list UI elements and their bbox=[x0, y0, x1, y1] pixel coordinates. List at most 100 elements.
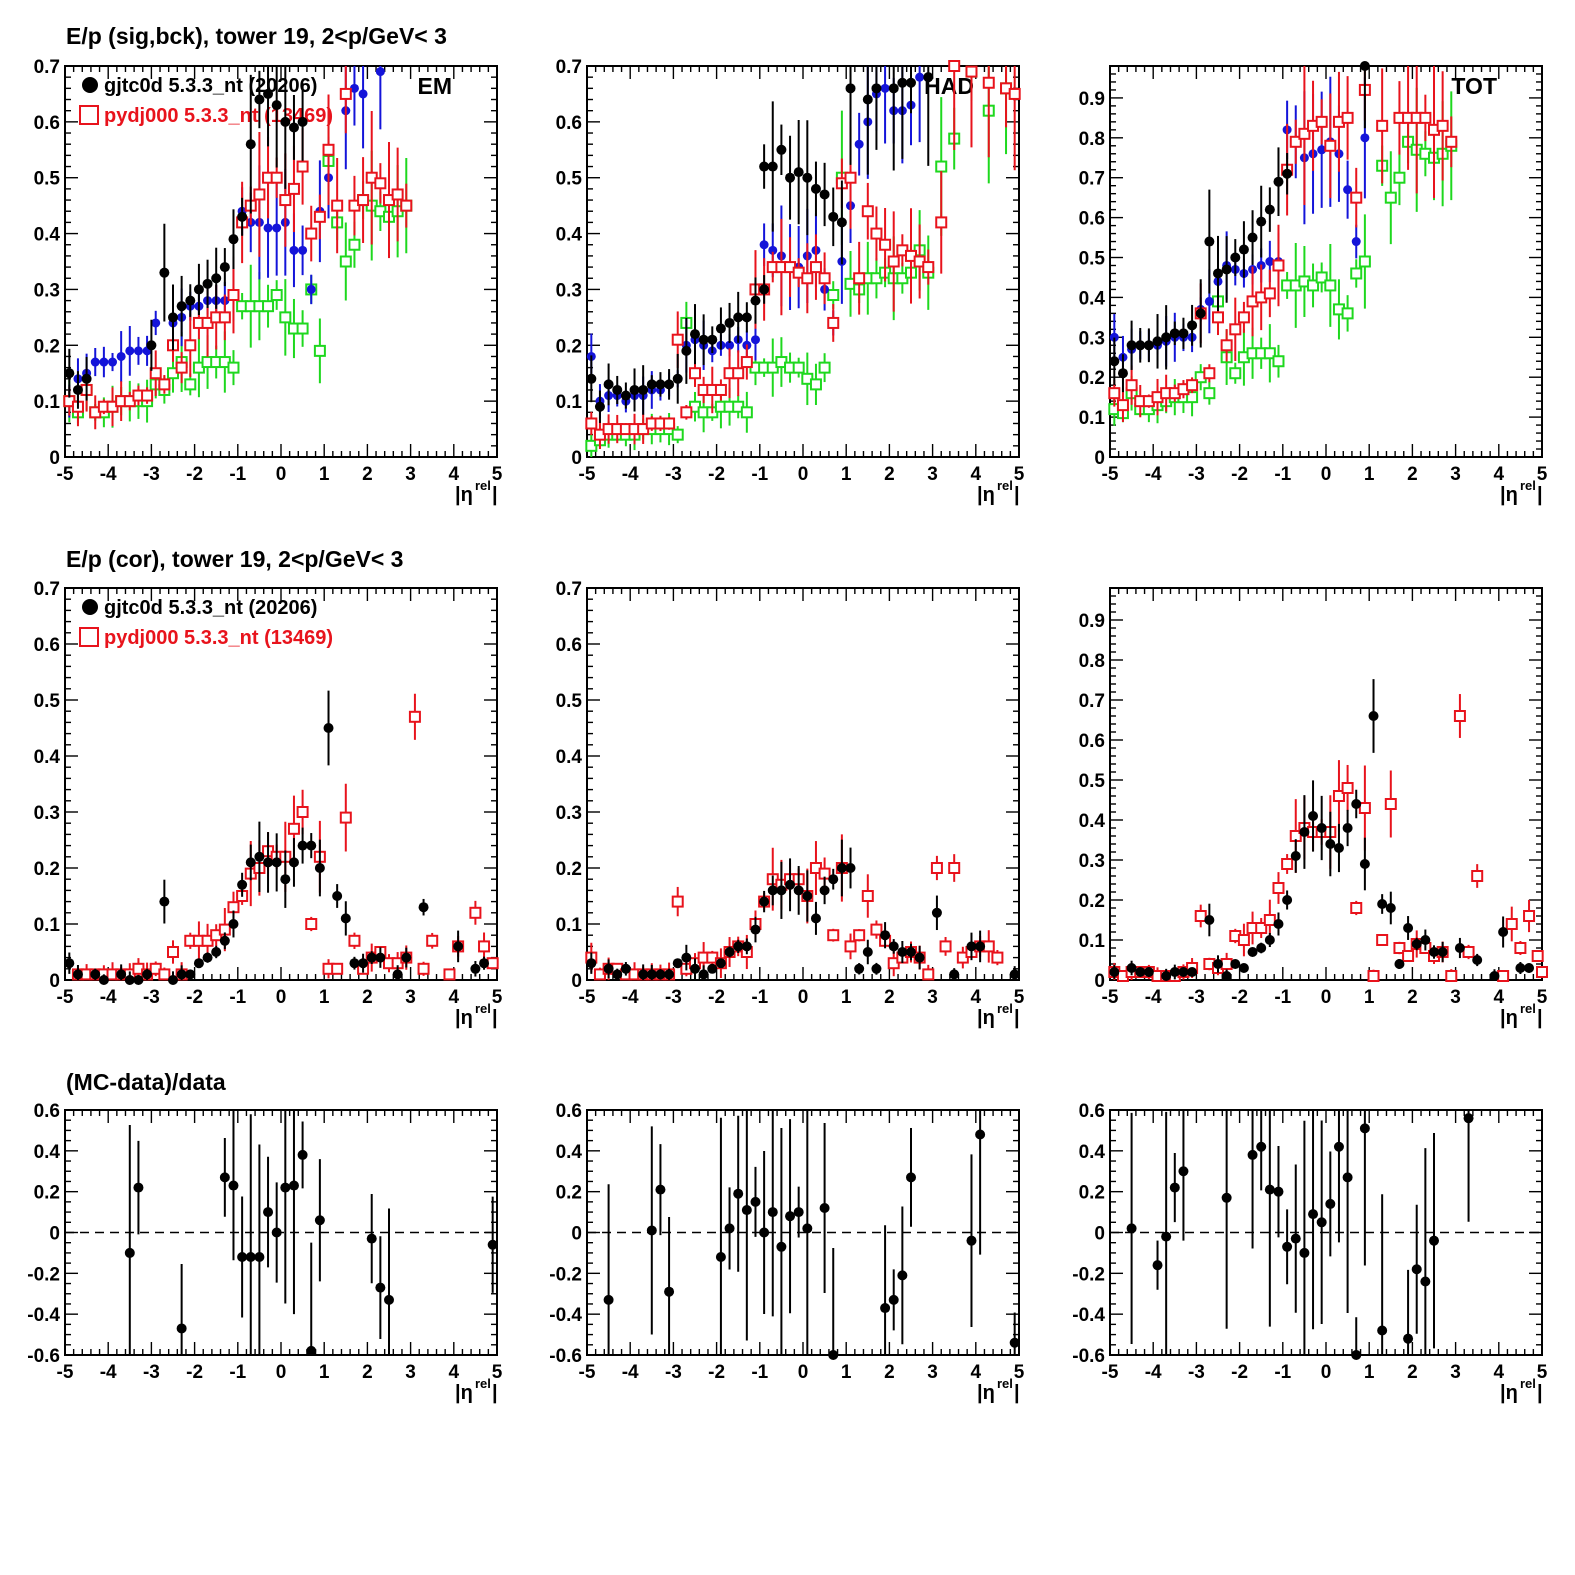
x-tick-label: -4 bbox=[100, 1362, 117, 1383]
data-point bbox=[1290, 851, 1301, 861]
data-point bbox=[332, 891, 343, 901]
x-tick-label: -3 bbox=[665, 987, 682, 1008]
data-point bbox=[671, 428, 684, 441]
data-point bbox=[1315, 271, 1328, 284]
data-point bbox=[819, 1203, 830, 1213]
data-point bbox=[1316, 1217, 1327, 1228]
data-point bbox=[1273, 919, 1284, 929]
x-tick-label: 0 bbox=[1321, 464, 1332, 485]
data-point bbox=[612, 384, 623, 395]
y-tick-label: 0.4 bbox=[34, 225, 61, 246]
data-point bbox=[1411, 939, 1422, 949]
data-point bbox=[776, 1241, 787, 1252]
y-tick-label: -0.2 bbox=[549, 1264, 582, 1285]
data-point bbox=[479, 958, 490, 969]
data-point bbox=[767, 885, 778, 896]
data-point bbox=[1377, 899, 1388, 909]
data-point bbox=[288, 122, 299, 133]
y-tick-label: -0.6 bbox=[549, 1346, 582, 1367]
y-tick-label: -0.4 bbox=[27, 1305, 60, 1326]
data-point bbox=[124, 975, 135, 985]
data-point bbox=[159, 896, 170, 907]
series-data bbox=[1109, 679, 1535, 981]
data-point bbox=[844, 171, 857, 184]
data-point bbox=[931, 907, 942, 918]
x-tick-label: 2 bbox=[884, 987, 895, 1008]
data-point bbox=[965, 65, 978, 78]
data-point bbox=[1264, 935, 1275, 945]
data-point bbox=[715, 958, 726, 969]
x-tick-label: 1 bbox=[841, 987, 852, 1008]
y-tick-label: 0.7 bbox=[34, 579, 60, 600]
data-point bbox=[331, 199, 344, 212]
x-tick-label: 5 bbox=[492, 987, 503, 1008]
data-point bbox=[237, 879, 248, 890]
data-point bbox=[750, 295, 761, 306]
data-point bbox=[733, 1188, 744, 1199]
y-tick-label: 0.5 bbox=[34, 169, 61, 190]
data-point bbox=[1238, 244, 1249, 255]
data-point bbox=[339, 811, 352, 824]
data-point bbox=[1169, 328, 1180, 339]
data-point bbox=[759, 161, 770, 172]
data-point bbox=[671, 333, 684, 346]
data-point bbox=[853, 272, 866, 285]
data-point bbox=[1299, 827, 1310, 837]
data-point bbox=[1350, 191, 1363, 204]
x-tick-label: 3 bbox=[1450, 987, 1461, 1008]
x-tick-label: 1 bbox=[841, 464, 852, 485]
x-axis-label-sup: rel bbox=[1520, 478, 1536, 493]
data-point bbox=[1403, 923, 1414, 933]
data-point bbox=[1411, 1264, 1422, 1275]
y-tick-label: 0.8 bbox=[1079, 129, 1105, 150]
x-axis-label: |η bbox=[1500, 484, 1518, 506]
x-axis-label-close: | bbox=[1537, 1007, 1543, 1029]
data-point bbox=[707, 334, 718, 345]
y-tick-label: 0 bbox=[571, 448, 582, 469]
data-point bbox=[887, 255, 900, 268]
data-point bbox=[375, 67, 385, 77]
data-point bbox=[1263, 347, 1276, 360]
data-point bbox=[1350, 267, 1363, 280]
x-tick-label: 2 bbox=[362, 464, 373, 485]
data-point bbox=[116, 351, 126, 361]
data-point bbox=[810, 913, 821, 924]
panel-mid-tot: -5 -4 -3 -2 -1 0 1 2 3 4 5 0 0.1 0.2 0.3 0.4 0.5 0.6 0.7 0.… bbox=[1079, 587, 1548, 1029]
data-point bbox=[792, 361, 805, 374]
data-point bbox=[1343, 185, 1353, 195]
data-point bbox=[785, 879, 796, 890]
data-point bbox=[1341, 111, 1354, 124]
data-point bbox=[906, 947, 916, 957]
data-point bbox=[854, 139, 864, 149]
data-point bbox=[349, 958, 360, 969]
data-point bbox=[400, 199, 413, 212]
x-tick-label: 1 bbox=[1364, 464, 1375, 485]
data-point bbox=[1204, 915, 1215, 925]
data-point bbox=[227, 289, 240, 302]
data-point bbox=[296, 160, 309, 173]
data-point bbox=[862, 947, 873, 957]
data-point bbox=[1109, 332, 1119, 342]
y-tick-label: -0.6 bbox=[27, 1346, 60, 1367]
x-tick-label: -3 bbox=[1188, 1362, 1205, 1383]
data-point bbox=[681, 345, 692, 356]
data-point bbox=[1463, 1113, 1474, 1124]
data-point bbox=[1273, 1186, 1284, 1197]
x-tick-label: -2 bbox=[708, 464, 725, 485]
data-point bbox=[1351, 237, 1361, 247]
data-point bbox=[322, 143, 335, 156]
data-point bbox=[254, 851, 265, 862]
data-point bbox=[1308, 811, 1319, 821]
data-point bbox=[272, 223, 282, 233]
data-point bbox=[655, 379, 666, 390]
y-tick-label: 0.2 bbox=[34, 1183, 60, 1204]
data-point bbox=[108, 357, 118, 367]
x-tick-label: -5 bbox=[1102, 464, 1119, 485]
data-point bbox=[1229, 367, 1242, 380]
data-point bbox=[348, 238, 361, 251]
data-point bbox=[227, 361, 240, 374]
data-point bbox=[1316, 823, 1327, 833]
y-tick-label: 0.6 bbox=[556, 635, 582, 656]
data-point bbox=[966, 941, 977, 952]
x-tick-label: 4 bbox=[1494, 987, 1505, 1008]
